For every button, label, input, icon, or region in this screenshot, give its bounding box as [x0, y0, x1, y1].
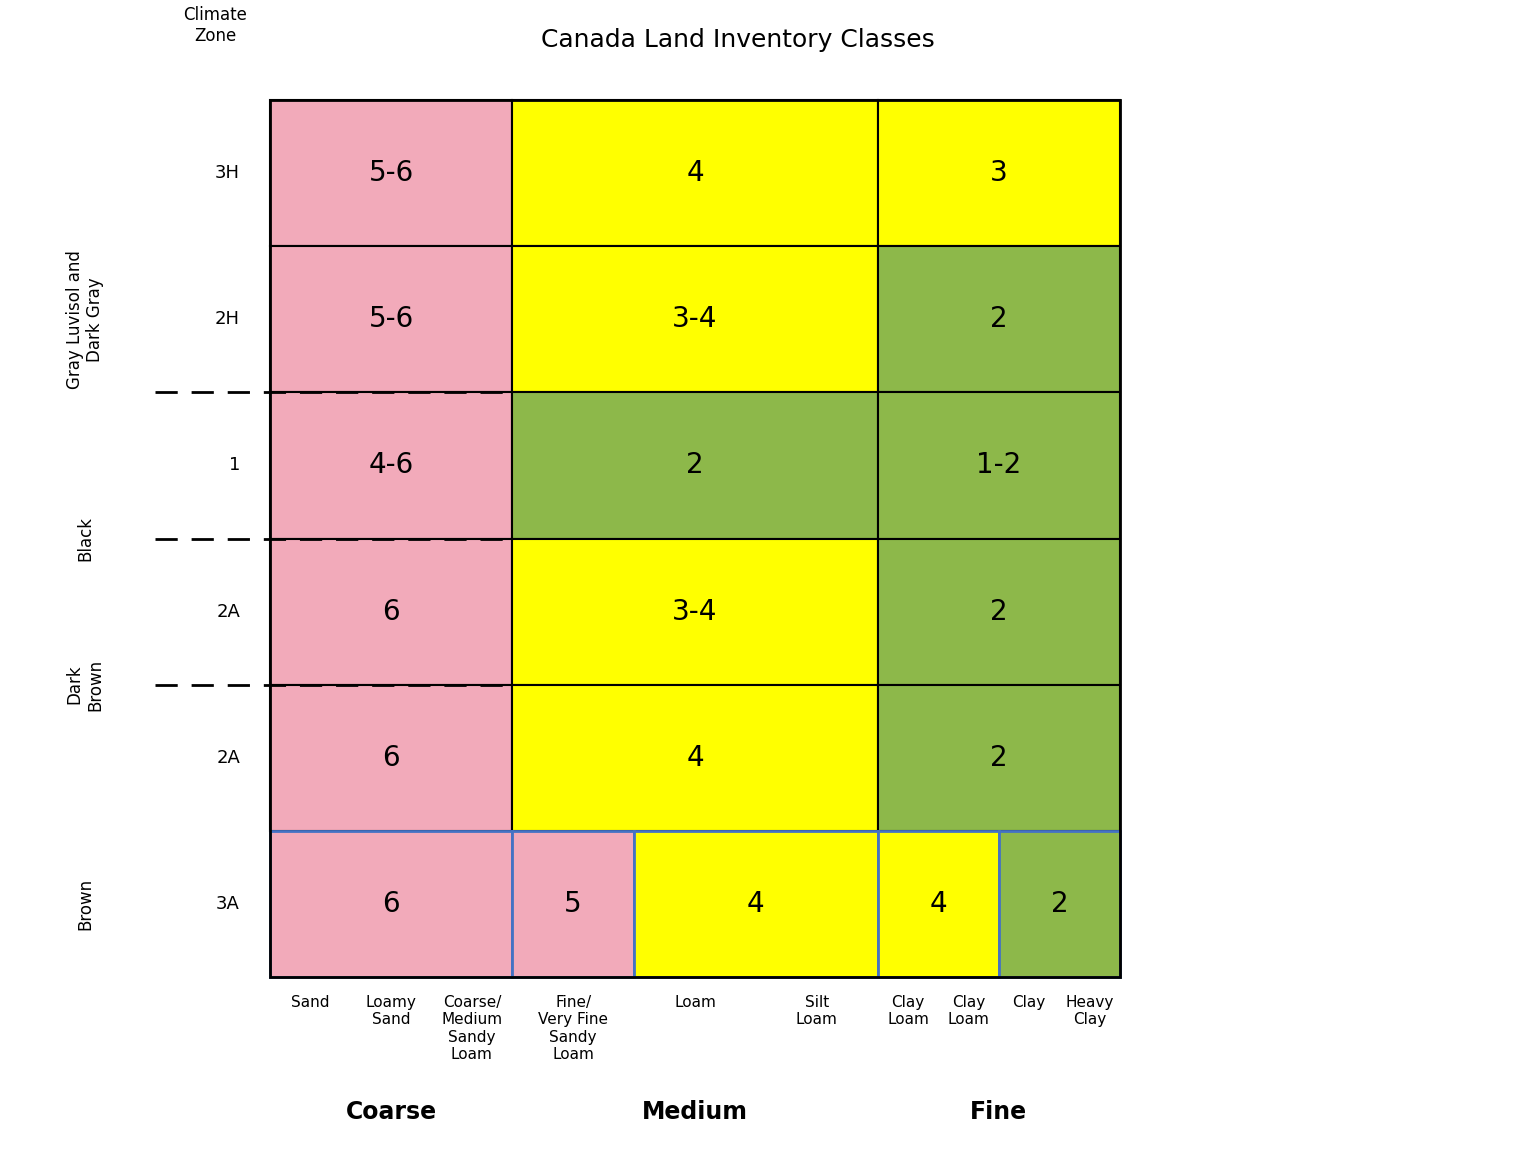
Bar: [634, 831, 877, 977]
Text: Silt
Loam: Silt Loam: [796, 995, 837, 1028]
Text: Dark
Brown: Dark Brown: [66, 659, 104, 711]
Text: Fine/
Very Fine
Sandy
Loam: Fine/ Very Fine Sandy Loam: [538, 995, 608, 1062]
Text: 4: 4: [746, 889, 765, 918]
Text: 4: 4: [929, 889, 948, 918]
Text: 3: 3: [991, 159, 1008, 187]
Bar: [270, 831, 511, 977]
Bar: [877, 538, 1120, 684]
Text: Loam: Loam: [674, 995, 716, 1010]
Bar: [877, 100, 1120, 247]
Bar: [270, 393, 511, 538]
Text: Canada Land Inventory Classes: Canada Land Inventory Classes: [541, 28, 934, 52]
Text: 2: 2: [1051, 889, 1068, 918]
Bar: [511, 684, 877, 831]
Text: 6: 6: [382, 598, 399, 626]
Bar: [877, 831, 998, 977]
Bar: [511, 100, 877, 247]
Bar: [270, 684, 511, 831]
Text: 3H: 3H: [215, 164, 240, 182]
Text: Heavy
Clay: Heavy Clay: [1066, 995, 1114, 1028]
Text: Fine: Fine: [971, 1100, 1028, 1124]
Text: 2: 2: [687, 452, 703, 479]
Text: 2: 2: [991, 305, 1008, 333]
Text: Medium: Medium: [642, 1100, 748, 1124]
Text: 5-6: 5-6: [369, 159, 413, 187]
Text: 3-4: 3-4: [673, 598, 717, 626]
Text: 5-6: 5-6: [369, 305, 413, 333]
Bar: [270, 100, 1120, 977]
Bar: [511, 393, 877, 538]
Text: 6: 6: [382, 744, 399, 772]
Text: 5: 5: [564, 889, 582, 918]
Text: 4-6: 4-6: [369, 452, 413, 479]
Text: 4: 4: [687, 744, 703, 772]
Text: Loamy
Sand: Loamy Sand: [366, 995, 416, 1028]
Text: 2H: 2H: [215, 310, 240, 328]
Text: 2A: 2A: [217, 602, 240, 621]
Text: 2: 2: [991, 744, 1008, 772]
Text: Brown: Brown: [75, 878, 94, 930]
Text: Black: Black: [75, 516, 94, 561]
Text: 6: 6: [382, 889, 399, 918]
Text: Clay
Loam: Clay Loam: [888, 995, 929, 1028]
Bar: [511, 247, 877, 393]
Text: 1-2: 1-2: [977, 452, 1021, 479]
Text: 3A: 3A: [217, 895, 240, 912]
Text: Clay: Clay: [1012, 995, 1046, 1010]
Text: Clay
Loam: Clay Loam: [948, 995, 989, 1028]
Bar: [877, 684, 1120, 831]
Bar: [270, 247, 511, 393]
Text: 3-4: 3-4: [673, 305, 717, 333]
Text: Coarse/
Medium
Sandy
Loam: Coarse/ Medium Sandy Loam: [441, 995, 502, 1062]
Text: 2: 2: [991, 598, 1008, 626]
Bar: [877, 393, 1120, 538]
Text: Sand: Sand: [292, 995, 330, 1010]
Text: 2A: 2A: [217, 749, 240, 767]
Text: Gray Luvisol and
Dark Gray: Gray Luvisol and Dark Gray: [66, 250, 104, 388]
Bar: [270, 100, 511, 247]
Text: 4: 4: [687, 159, 703, 187]
Text: 1: 1: [229, 456, 240, 475]
Bar: [877, 247, 1120, 393]
Text: Climate
Zone: Climate Zone: [183, 6, 247, 45]
Bar: [511, 538, 877, 684]
Text: Coarse: Coarse: [346, 1100, 436, 1124]
Bar: [998, 831, 1120, 977]
Bar: [270, 538, 511, 684]
Bar: [511, 831, 634, 977]
